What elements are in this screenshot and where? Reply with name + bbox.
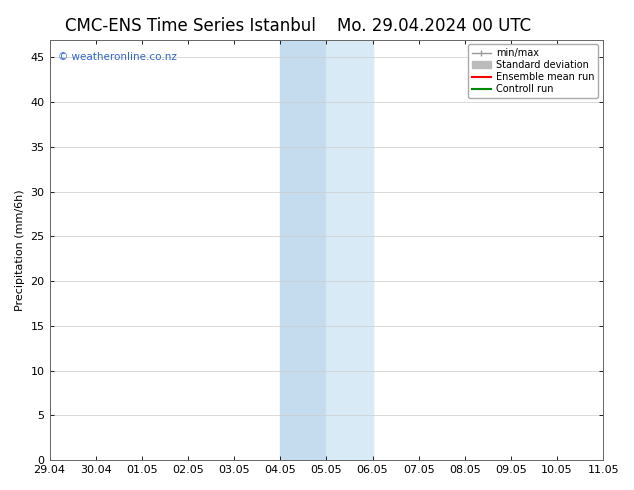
Bar [280,40,327,460]
Text: © weatheronline.co.nz: © weatheronline.co.nz [58,52,177,62]
Text: Mo. 29.04.2024 00 UTC: Mo. 29.04.2024 00 UTC [337,17,531,35]
Legend: min/max, Standard deviation, Ensemble mean run, Controll run: min/max, Standard deviation, Ensemble me… [468,45,598,98]
Bar [327,40,373,460]
Y-axis label: Precipitation (mm/6h): Precipitation (mm/6h) [15,189,25,311]
Text: CMC-ENS Time Series Istanbul: CMC-ENS Time Series Istanbul [65,17,316,35]
